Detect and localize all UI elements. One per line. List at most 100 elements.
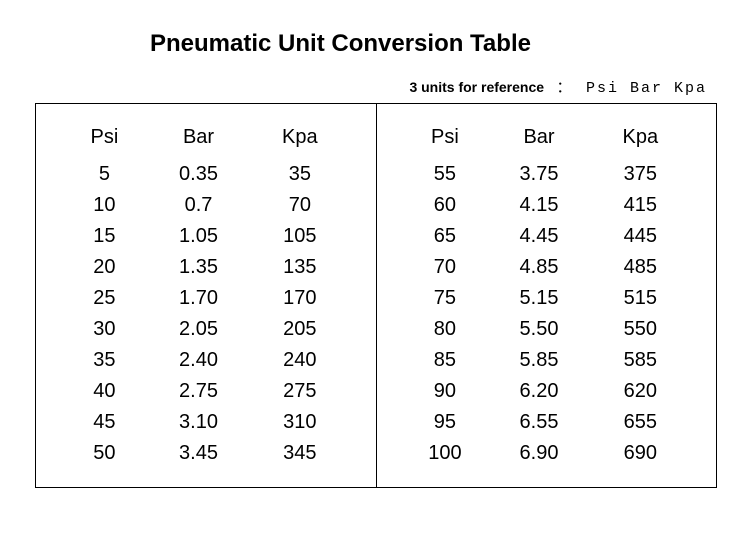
cell-bar: 1.35 (148, 252, 249, 283)
cell-psi: 10 (61, 190, 148, 221)
table-row: 201.35135 (61, 252, 351, 283)
table-header-row: Psi Bar Kpa (61, 122, 351, 159)
cell-kpa: 620 (590, 376, 691, 407)
cell-bar: 6.55 (488, 407, 589, 438)
cell-kpa: 585 (590, 345, 691, 376)
cell-bar: 1.05 (148, 221, 249, 252)
cell-kpa: 70 (249, 190, 350, 221)
cell-bar: 5.15 (488, 283, 589, 314)
table-row: 906.20620 (402, 376, 692, 407)
cell-bar: 6.90 (488, 438, 589, 469)
cell-bar: 2.05 (148, 314, 249, 345)
table-header-row: Psi Bar Kpa (402, 122, 692, 159)
cell-bar: 3.10 (148, 407, 249, 438)
conversion-table-wrapper: Psi Bar Kpa 50.3535100.770151.05105201.3… (35, 103, 717, 488)
header-psi: Psi (61, 122, 148, 159)
cell-psi: 95 (402, 407, 489, 438)
header-bar: Bar (488, 122, 589, 159)
table-left-half: Psi Bar Kpa 50.3535100.770151.05105201.3… (36, 104, 377, 487)
table-row: 654.45445 (402, 221, 692, 252)
cell-bar: 5.85 (488, 345, 589, 376)
cell-bar: 2.40 (148, 345, 249, 376)
cell-kpa: 550 (590, 314, 691, 345)
cell-bar: 3.75 (488, 159, 589, 190)
cell-psi: 60 (402, 190, 489, 221)
cell-psi: 55 (402, 159, 489, 190)
cell-kpa: 445 (590, 221, 691, 252)
cell-bar: 0.35 (148, 159, 249, 190)
cell-kpa: 375 (590, 159, 691, 190)
cell-psi: 15 (61, 221, 148, 252)
cell-bar: 4.15 (488, 190, 589, 221)
cell-kpa: 170 (249, 283, 350, 314)
cell-bar: 4.85 (488, 252, 589, 283)
cell-psi: 45 (61, 407, 148, 438)
conversion-table-left: Psi Bar Kpa 50.3535100.770151.05105201.3… (61, 122, 351, 469)
cell-kpa: 415 (590, 190, 691, 221)
table-row: 503.45345 (61, 438, 351, 469)
cell-psi: 40 (61, 376, 148, 407)
cell-bar: 3.45 (148, 438, 249, 469)
table-row: 50.3535 (61, 159, 351, 190)
table-row: 453.10310 (61, 407, 351, 438)
cell-psi: 5 (61, 159, 148, 190)
cell-psi: 30 (61, 314, 148, 345)
cell-bar: 0.7 (148, 190, 249, 221)
page-title: Pneumatic Unit Conversion Table (150, 30, 717, 58)
cell-kpa: 345 (249, 438, 350, 469)
table-row: 956.55655 (402, 407, 692, 438)
table-row: 1006.90690 (402, 438, 692, 469)
table-row: 352.40240 (61, 345, 351, 376)
table-row: 251.70170 (61, 283, 351, 314)
cell-bar: 4.45 (488, 221, 589, 252)
cell-bar: 6.20 (488, 376, 589, 407)
header-kpa: Kpa (590, 122, 691, 159)
table-row: 805.50550 (402, 314, 692, 345)
cell-psi: 100 (402, 438, 489, 469)
cell-psi: 75 (402, 283, 489, 314)
cell-psi: 80 (402, 314, 489, 345)
table-body-left: 50.3535100.770151.05105201.35135251.7017… (61, 159, 351, 469)
subtitle-row: 3 units for reference ： Psi Bar Kpa (35, 76, 717, 97)
table-row: 604.15415 (402, 190, 692, 221)
cell-kpa: 485 (590, 252, 691, 283)
cell-kpa: 105 (249, 221, 350, 252)
cell-kpa: 690 (590, 438, 691, 469)
cell-psi: 35 (61, 345, 148, 376)
subtitle-units: Psi Bar Kpa (586, 80, 707, 97)
cell-kpa: 515 (590, 283, 691, 314)
cell-psi: 85 (402, 345, 489, 376)
header-bar: Bar (148, 122, 249, 159)
table-row: 402.75275 (61, 376, 351, 407)
cell-psi: 90 (402, 376, 489, 407)
cell-psi: 20 (61, 252, 148, 283)
page-container: Pneumatic Unit Conversion Table 3 units … (0, 0, 752, 508)
table-row: 151.05105 (61, 221, 351, 252)
table-row: 100.770 (61, 190, 351, 221)
table-body-right: 553.75375604.15415654.45445704.85485755.… (402, 159, 692, 469)
cell-psi: 70 (402, 252, 489, 283)
cell-psi: 50 (61, 438, 148, 469)
table-row: 855.85585 (402, 345, 692, 376)
table-row: 553.75375 (402, 159, 692, 190)
table-row: 302.05205 (61, 314, 351, 345)
cell-psi: 25 (61, 283, 148, 314)
table-row: 704.85485 (402, 252, 692, 283)
cell-kpa: 655 (590, 407, 691, 438)
conversion-table-right: Psi Bar Kpa 553.75375604.15415654.454457… (402, 122, 692, 469)
subtitle-colon: ： (557, 80, 574, 97)
cell-psi: 65 (402, 221, 489, 252)
cell-bar: 2.75 (148, 376, 249, 407)
cell-bar: 1.70 (148, 283, 249, 314)
table-row: 755.15515 (402, 283, 692, 314)
table-right-half: Psi Bar Kpa 553.75375604.15415654.454457… (377, 104, 717, 487)
cell-kpa: 240 (249, 345, 350, 376)
cell-kpa: 275 (249, 376, 350, 407)
subtitle-label: 3 units for reference (409, 79, 544, 95)
cell-kpa: 35 (249, 159, 350, 190)
header-psi: Psi (402, 122, 489, 159)
cell-kpa: 135 (249, 252, 350, 283)
cell-kpa: 205 (249, 314, 350, 345)
cell-kpa: 310 (249, 407, 350, 438)
cell-bar: 5.50 (488, 314, 589, 345)
